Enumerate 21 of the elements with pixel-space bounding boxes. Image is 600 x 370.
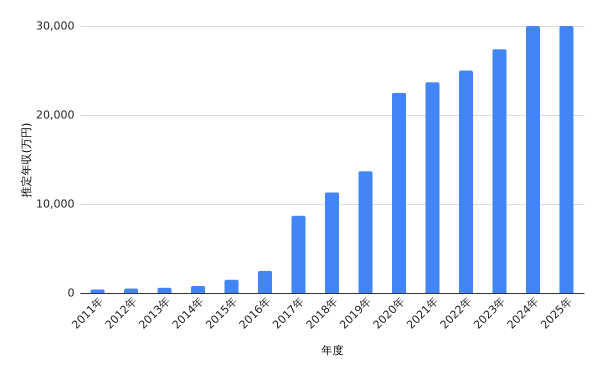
bar [526,26,540,293]
bar [458,70,474,293]
x-axis-title: 年度 [322,344,344,357]
bar [90,289,105,293]
bar [258,270,272,293]
y-axis-title: 推定年収(万円) [20,122,34,198]
bar [324,192,340,293]
bar [392,92,406,293]
bar [157,288,172,293]
y-tick-label: 0 [68,286,74,300]
y-tick-label: 10,000 [36,198,74,210]
bar [190,286,206,293]
bar [358,171,373,293]
bar [492,49,507,293]
bar [224,280,239,293]
y-tick-label: 20,000 [36,108,74,122]
bar [291,216,306,293]
bar [425,82,440,293]
y-tick-label: 30,000 [36,20,74,32]
bar [559,26,574,293]
bar [124,288,138,293]
